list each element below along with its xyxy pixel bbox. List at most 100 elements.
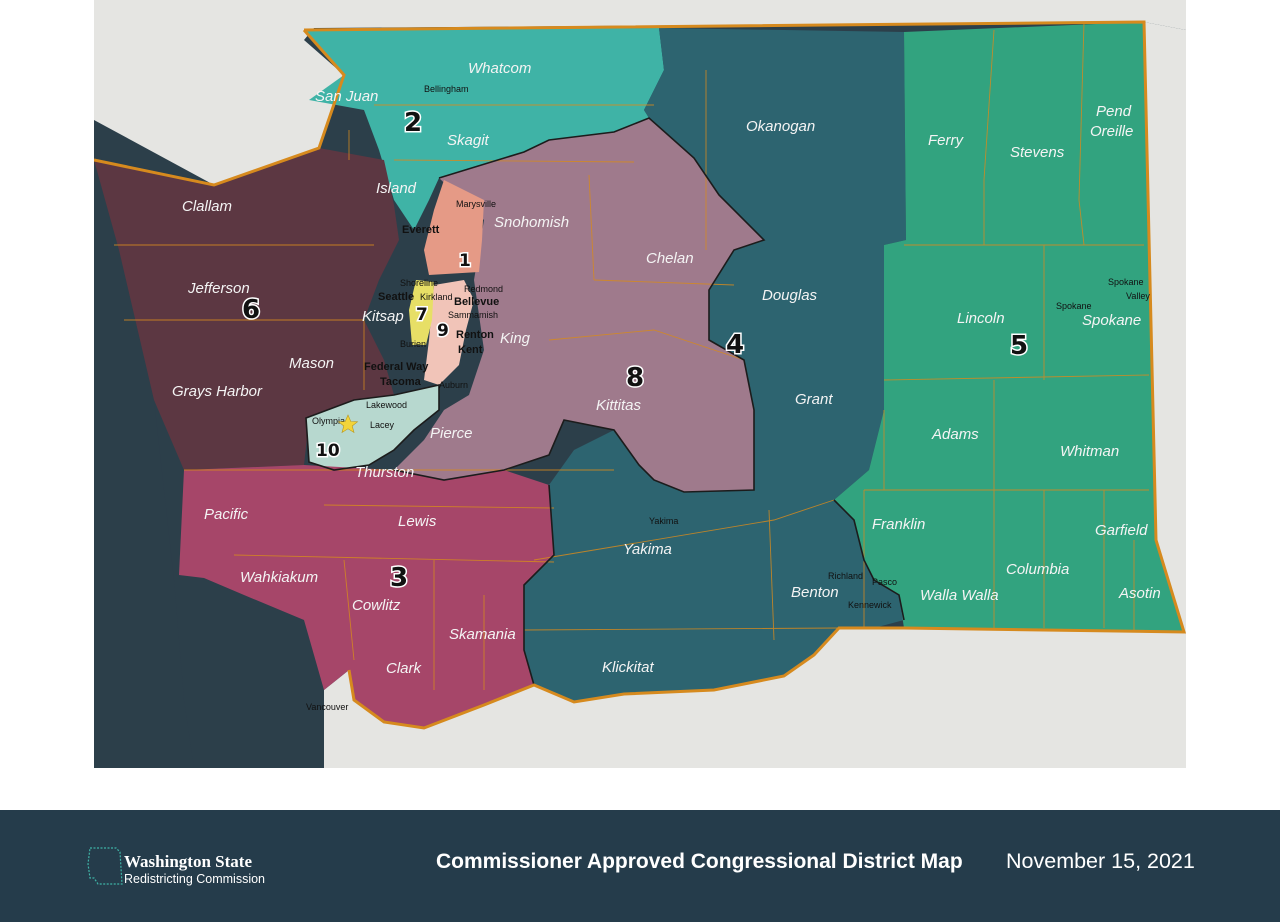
district-2-area	[304, 28, 664, 230]
district-number-3: 3	[390, 563, 408, 593]
county-label-island: Island	[376, 180, 417, 197]
map-title: Commissioner Approved Congressional Dist…	[436, 850, 963, 873]
map: Whatcom San Juan Skagit Okanogan Ferry S…	[94, 0, 1186, 768]
county-label-asotin: Asotin	[1118, 585, 1161, 602]
org-subtitle: Redistricting Commission	[124, 872, 266, 886]
county-label-snohomish: Snohomish	[494, 214, 569, 231]
map-labels: Whatcom San Juan Skagit Okanogan Ferry S…	[172, 60, 1161, 712]
city-kennewick: Kennewick	[848, 600, 892, 610]
county-label-spokane: Spokane	[1082, 312, 1141, 329]
county-label-clark: Clark	[386, 660, 423, 677]
city-bellevue: Bellevue	[454, 296, 499, 308]
district-number-8: 8	[626, 363, 644, 393]
city-tacoma: Tacoma	[380, 376, 422, 388]
county-label-franklin: Franklin	[872, 516, 925, 533]
org-name: Washington State	[124, 852, 252, 871]
footer: Washington State Redistricting Commissio…	[0, 810, 1280, 922]
county-label-grant: Grant	[795, 391, 833, 408]
county-label-pend-oreille: Pend	[1096, 103, 1132, 120]
district-number-9: 9	[437, 321, 449, 341]
county-label-columbia: Columbia	[1006, 561, 1069, 578]
county-label-lewis: Lewis	[398, 513, 437, 530]
county-label-benton: Benton	[791, 584, 839, 601]
city-federal-way: Federal Way	[364, 361, 429, 373]
city-auburn: Auburn	[439, 380, 468, 390]
county-label-kittitas: Kittitas	[596, 397, 642, 414]
oregon-land	[324, 628, 1186, 768]
city-redmond: Redmond	[464, 284, 503, 294]
commission-logo: Washington State Redistricting Commissio…	[86, 838, 286, 898]
district-boundaries	[305, 117, 905, 686]
county-label-douglas: Douglas	[762, 287, 818, 304]
county-label-clallam: Clallam	[182, 198, 232, 215]
city-vancouver: Vancouver	[306, 702, 348, 712]
district-7-area	[409, 280, 434, 345]
county-label-pend-oreille-2: Oreille	[1090, 123, 1133, 140]
city-shoreline: Shoreline	[400, 278, 438, 288]
city-everett: Everett	[402, 224, 440, 236]
district-9-area	[424, 280, 474, 385]
canada-land	[94, 0, 1186, 185]
county-label-lincoln: Lincoln	[957, 310, 1005, 327]
washington-district-map	[94, 0, 1186, 768]
washington-outline-icon	[87, 847, 123, 885]
county-label-thurston: Thurston	[355, 464, 414, 481]
county-label-wahkiakum: Wahkiakum	[240, 569, 318, 586]
county-label-yakima: Yakima	[623, 541, 672, 558]
district-number-7: 7	[416, 305, 428, 325]
county-label-whitman: Whitman	[1060, 443, 1119, 460]
city-kent: Kent	[458, 344, 483, 356]
city-burien: Burien	[400, 339, 426, 349]
city-spokane-valley-2: Valley	[1126, 291, 1150, 301]
city-bellingham: Bellingham	[424, 84, 469, 94]
city-seattle: Seattle	[378, 291, 414, 303]
district-number-10: 10	[316, 441, 340, 461]
district-3-area	[179, 465, 554, 728]
county-label-ferry: Ferry	[928, 132, 964, 149]
county-label-pacific: Pacific	[204, 506, 249, 523]
county-label-mason: Mason	[289, 355, 334, 372]
district-5-area	[834, 22, 1184, 632]
county-label-grays-harbor: Grays Harbor	[172, 383, 263, 400]
city-marysville: Marysville	[456, 199, 496, 209]
county-label-whatcom: Whatcom	[468, 60, 531, 77]
county-label-san-juan: San Juan	[315, 88, 378, 105]
county-label-okanogan: Okanogan	[746, 118, 815, 135]
city-kirkland: Kirkland	[420, 292, 453, 302]
district-number-4: 4	[726, 330, 744, 360]
city-renton: Renton	[456, 329, 494, 341]
district-8-area	[394, 118, 764, 492]
county-label-kitsap: Kitsap	[362, 308, 404, 325]
city-pasco: Pasco	[872, 577, 897, 587]
county-label-klickitat: Klickitat	[602, 659, 655, 676]
county-label-skagit: Skagit	[447, 132, 490, 149]
city-spokane-valley-1: Spokane	[1108, 277, 1144, 287]
county-label-pierce: Pierce	[430, 425, 473, 442]
district-6-area	[94, 148, 399, 470]
county-label-walla-walla: Walla Walla	[920, 587, 999, 604]
district-1-area	[424, 180, 484, 275]
coast-water	[94, 120, 194, 768]
canada-border	[94, 29, 346, 187]
district-4-area	[524, 28, 906, 702]
state-border	[303, 20, 1186, 730]
city-lacey: Lacey	[370, 420, 395, 430]
county-label-garfield: Garfield	[1095, 522, 1148, 539]
city-sammamish: Sammamish	[448, 310, 498, 320]
map-date: November 15, 2021	[1006, 849, 1195, 873]
district-number-2: 2	[404, 108, 422, 138]
city-spokane: Spokane	[1056, 301, 1092, 311]
star-icon	[337, 414, 359, 434]
county-label-king: King	[500, 330, 531, 347]
county-label-cowlitz: Cowlitz	[352, 597, 401, 614]
district-number-6: 6	[242, 295, 260, 325]
county-label-adams: Adams	[931, 426, 979, 443]
city-olympia: Olympia	[312, 416, 345, 426]
county-lines	[114, 21, 1150, 690]
district-number-5: 5	[1010, 331, 1028, 361]
idaho-land	[1144, 22, 1186, 632]
district-number-1: 1	[459, 251, 471, 271]
city-lakewood: Lakewood	[366, 400, 407, 410]
county-label-stevens: Stevens	[1010, 144, 1065, 161]
city-yakima: Yakima	[649, 516, 678, 526]
